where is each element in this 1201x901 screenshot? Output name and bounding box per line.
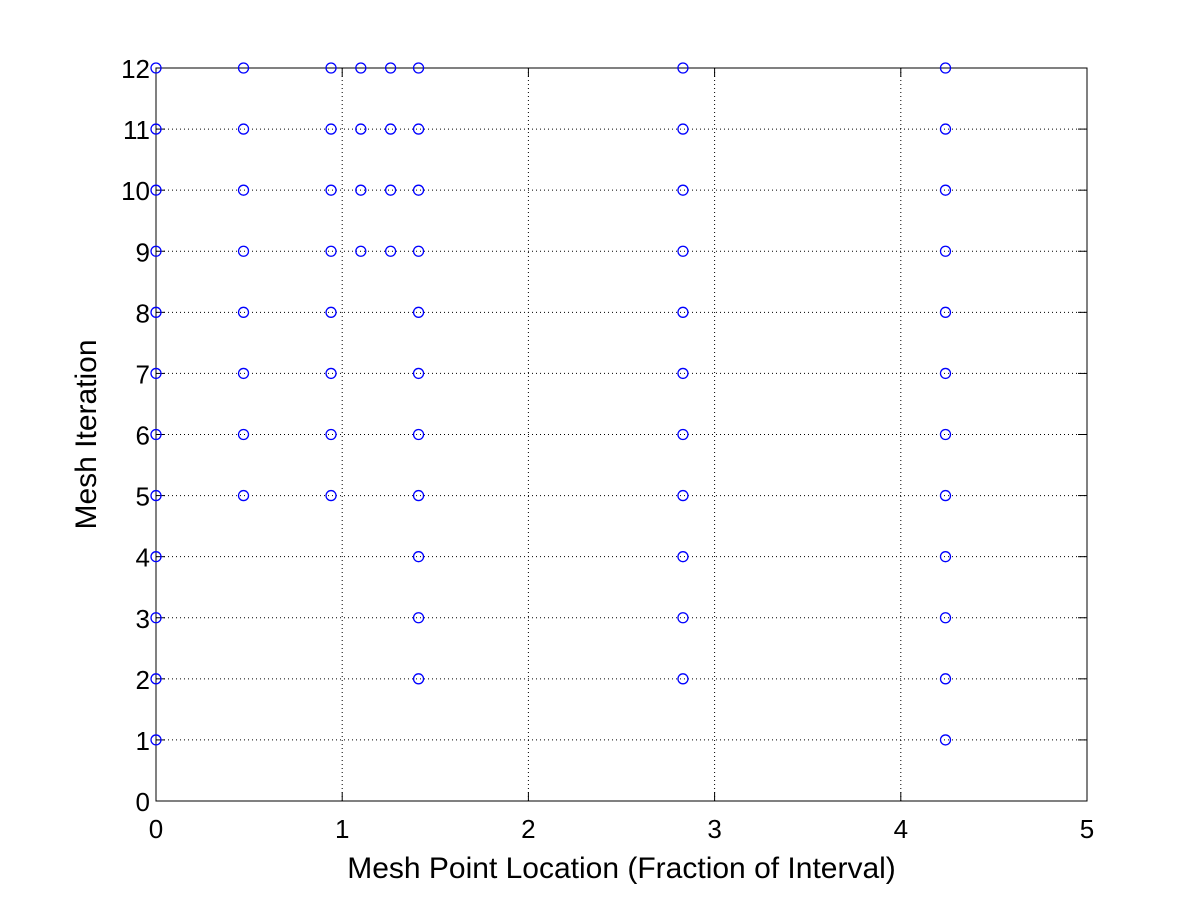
data-point: [677, 306, 689, 318]
data-point: [325, 184, 337, 196]
data-point: [412, 62, 425, 74]
x-tick-label: 5: [1080, 814, 1094, 844]
y-tick-label: 10: [121, 176, 150, 206]
data-point: [237, 489, 250, 502]
x-tick-label: 1: [335, 814, 349, 844]
data-point: [939, 245, 952, 257]
data-point: [150, 123, 162, 135]
data-point: [939, 612, 952, 624]
data-point: [237, 184, 250, 196]
data-point: [412, 551, 425, 563]
data-point: [677, 367, 689, 380]
data-point: [677, 428, 689, 441]
y-tick-label: 11: [123, 115, 150, 145]
data-point: [412, 489, 425, 502]
y-tick-label: 1: [136, 726, 150, 756]
data-point: [325, 489, 337, 502]
data-point: [384, 245, 397, 257]
data-point: [412, 612, 425, 624]
y-tick-label: 3: [136, 604, 150, 634]
data-point: [150, 184, 162, 196]
data-point: [939, 734, 952, 746]
data-point: [325, 123, 337, 135]
data-point: [325, 245, 337, 257]
y-tick-label: 8: [136, 298, 150, 328]
data-point: [237, 306, 250, 318]
data-point: [237, 245, 250, 257]
data-point: [677, 123, 689, 135]
grid-lines: [156, 68, 1087, 801]
data-point: [939, 489, 952, 502]
data-point: [677, 673, 689, 685]
data-point: [939, 62, 952, 74]
x-tick-labels: 0 1 2 3 4 5: [149, 814, 1094, 844]
data-point: [150, 428, 162, 441]
data-point: [412, 428, 425, 441]
data-point: [677, 245, 689, 257]
data-point: [150, 62, 162, 74]
data-point: [150, 489, 162, 502]
data-point: [412, 123, 425, 135]
x-tick-label: 2: [521, 814, 535, 844]
x-tick-label: 0: [149, 814, 163, 844]
data-point: [677, 62, 689, 74]
y-tick-label: 4: [136, 543, 150, 573]
x-axis-label: Mesh Point Location (Fraction of Interva…: [347, 852, 896, 885]
data-point: [939, 367, 952, 380]
data-point: [384, 123, 397, 135]
data-point: [237, 367, 250, 380]
data-point: [939, 123, 952, 135]
data-point: [325, 367, 337, 380]
plot-area-frame: [155, 67, 1088, 802]
data-point: [325, 306, 337, 318]
data-point: [677, 489, 689, 502]
data-point: [237, 62, 250, 74]
data-point: [150, 306, 162, 318]
y-tick-label: 2: [136, 665, 150, 695]
x-tick-label: 3: [707, 814, 721, 844]
data-point: [412, 673, 425, 685]
data-point: [355, 245, 367, 257]
data-point: [237, 123, 250, 135]
data-point: [939, 551, 952, 563]
data-point: [677, 184, 689, 196]
data-point: [355, 62, 367, 74]
data-point: [384, 62, 397, 74]
data-point: [325, 62, 337, 74]
data-point: [939, 673, 952, 685]
data-point: [150, 245, 162, 257]
data-point: [939, 306, 952, 318]
y-tick-label: 0: [136, 787, 150, 817]
data-point: [150, 551, 162, 563]
data-point: [150, 367, 162, 380]
data-point: [355, 123, 367, 135]
data-point: [939, 184, 952, 196]
data-point: [412, 184, 425, 196]
data-points: [150, 62, 952, 746]
data-point: [150, 734, 162, 746]
y-tick-label: 9: [136, 237, 150, 267]
data-point: [150, 612, 162, 624]
data-point: [355, 184, 367, 196]
y-tick-label: 7: [136, 359, 150, 389]
y-tick-label: 12: [121, 54, 150, 84]
data-point: [384, 184, 397, 196]
data-point: [237, 428, 250, 441]
data-point: [412, 245, 425, 257]
data-point: [325, 428, 337, 441]
data-point: [939, 428, 952, 441]
axis-ticks: [155, 67, 1088, 802]
data-point: [412, 367, 425, 380]
y-tick-label: 5: [136, 482, 150, 512]
y-axis-label: Mesh Iteration: [70, 339, 103, 529]
data-point: [677, 612, 689, 624]
data-point: [412, 306, 425, 318]
data-point: [150, 673, 162, 685]
x-tick-label: 4: [894, 814, 908, 844]
data-point: [677, 551, 689, 563]
y-tick-label: 6: [136, 421, 150, 451]
